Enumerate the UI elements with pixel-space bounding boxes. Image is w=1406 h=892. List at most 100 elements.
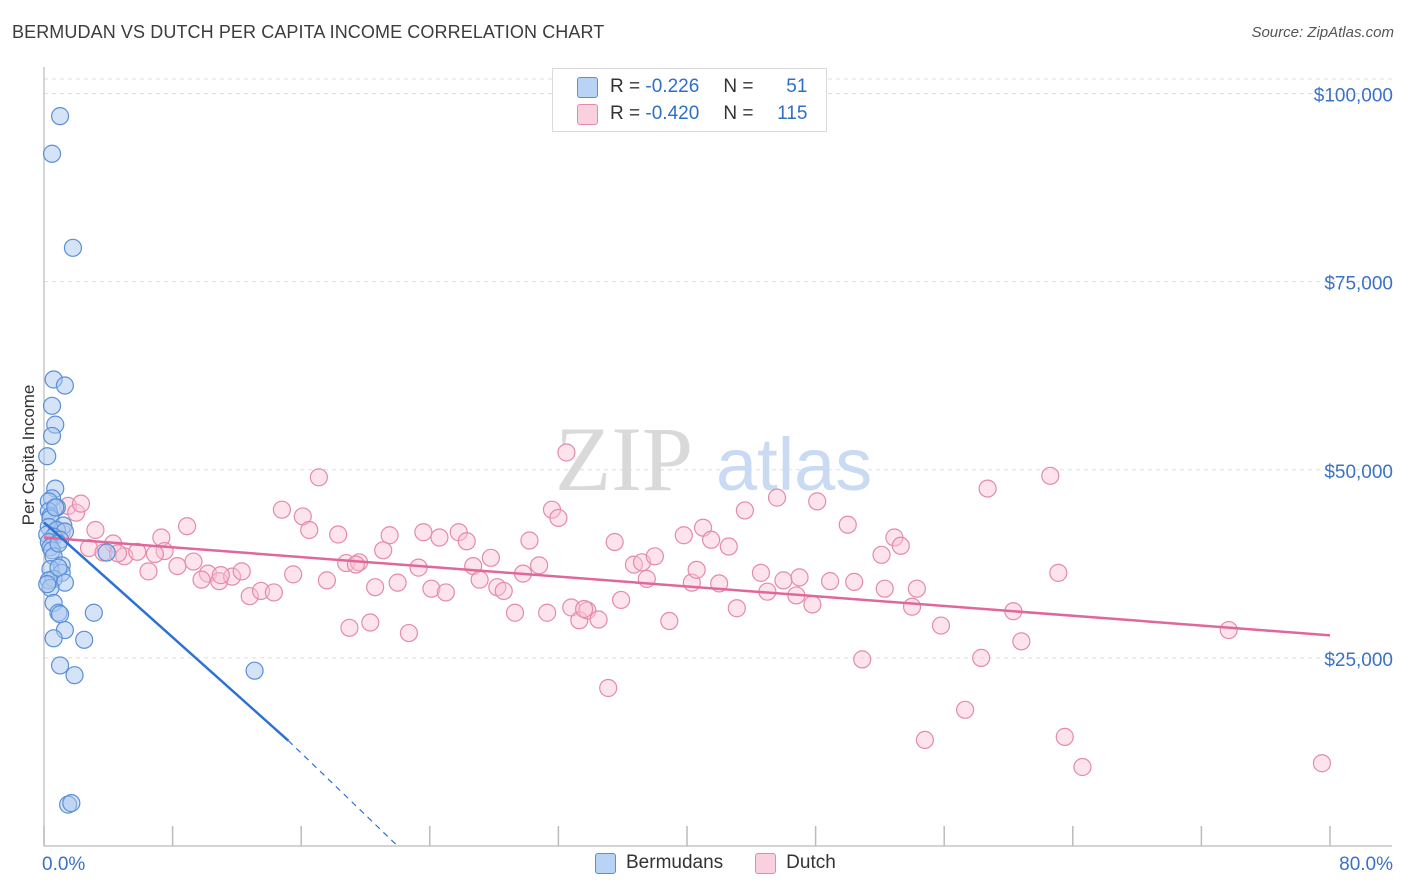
legend-row-dutch: R = -0.420 N = 115 (577, 102, 807, 126)
dutch-point (674, 526, 693, 545)
dutch-point (727, 599, 746, 618)
dutch-point (79, 538, 99, 558)
bermudans-swatch (595, 852, 616, 874)
dutch-point (767, 488, 787, 507)
dutch-point (972, 648, 991, 667)
bermudan-point (97, 543, 116, 562)
dutch-point (284, 565, 303, 584)
dutch-point (751, 563, 771, 582)
dutch-point (177, 517, 197, 536)
dutch-point (184, 552, 203, 571)
dutch-point (907, 579, 926, 598)
bermudan-point (63, 238, 83, 257)
legend-r-value: -0.420 (645, 103, 700, 124)
bermudan-point (42, 426, 62, 446)
dutch-point (891, 536, 910, 555)
bermudan-point (62, 794, 81, 813)
bermudan-point (50, 656, 70, 675)
dutch-point (232, 562, 251, 581)
legend-r-label: R = (610, 76, 641, 97)
dutch-point (374, 541, 393, 560)
dutch-point (1055, 727, 1074, 746)
dutch-point (645, 547, 664, 566)
dutch-point (611, 590, 631, 610)
dutch-point (902, 597, 922, 616)
legend-r-label: R = (610, 103, 641, 124)
dutch-point (808, 492, 827, 511)
dutch-point (494, 581, 513, 601)
dutch-point (71, 494, 91, 513)
dutch-point (436, 583, 455, 602)
source-credit: Source: ZipAtlas.com (1251, 24, 1394, 41)
dutch-swatch (755, 852, 777, 874)
dutch-point (272, 500, 292, 519)
dutch-point (853, 650, 872, 669)
dutch-point (735, 501, 754, 520)
dutch-point (978, 479, 997, 498)
dutch-point (803, 595, 822, 614)
dutch-point (549, 508, 568, 528)
dutch-point (388, 573, 407, 592)
dutch-point (422, 579, 441, 598)
bermudan-point (38, 447, 57, 466)
dutch-point (300, 520, 319, 540)
legend-n-label: N = (723, 76, 754, 97)
bermudan-point (50, 107, 70, 126)
bermudan-point (42, 396, 62, 415)
stats-legend: R = -0.226 N = 51 R = -0.420 N = 115 (552, 68, 827, 132)
bermudan-point (44, 629, 63, 648)
legend-r-value: -0.226 (645, 76, 700, 97)
dutch-point (414, 523, 433, 542)
x-tick-label: 80.0% (1339, 854, 1393, 875)
bermudan-point (75, 630, 94, 649)
bermudan-point (55, 376, 74, 395)
dutch-point (575, 599, 594, 619)
dutch-point (240, 587, 259, 606)
dutch-point (145, 544, 165, 564)
bermudan-point (245, 661, 264, 680)
dutch-point (589, 610, 608, 629)
bermudans-trend-line (43, 521, 290, 742)
legend-n-label: N = (723, 103, 754, 124)
bermudan-point (50, 605, 70, 624)
dutch-point (67, 503, 86, 522)
dutch-point (915, 730, 935, 750)
dutch-point (1049, 563, 1068, 582)
dutch-point (719, 537, 738, 556)
legend-row-bermudans: R = -0.226 N = 51 (577, 75, 807, 99)
dutch-point (192, 570, 211, 589)
bermudan-point (84, 603, 103, 622)
dutch-point (1312, 754, 1332, 773)
dutch-point (346, 555, 365, 574)
legend-n-value: 51 (786, 76, 808, 97)
bermudans-points (38, 107, 264, 814)
tick-labels: $25,000 $50,000 $75,000 $100,000 0.0% 80.0% (42, 86, 1393, 875)
bermudan-point (38, 575, 57, 594)
bermudan-point (46, 498, 65, 517)
dutch-point (872, 545, 891, 564)
dutch-point (1073, 757, 1092, 777)
dutch-point (538, 603, 557, 622)
dutch-point (457, 532, 476, 551)
dutch-point (660, 611, 679, 631)
y-axis-label: Per Capita Income (19, 384, 38, 526)
legend-item-dutch: Dutch (755, 852, 836, 874)
dutch-point (557, 443, 576, 462)
dutch-point (1041, 466, 1060, 485)
dutch-point (340, 618, 359, 637)
dutch-point (399, 623, 419, 643)
dutch-point (317, 571, 337, 590)
dutch-point (128, 542, 147, 561)
dutch-point (168, 556, 187, 576)
dutch-point (687, 560, 706, 579)
dutch-point (599, 678, 618, 698)
bermudans-trend-extension (287, 740, 399, 847)
dutch-point (264, 583, 283, 602)
bermudans-swatch (577, 76, 598, 98)
dutch-point (380, 526, 399, 545)
dutch-point (845, 572, 864, 591)
dutch-point (530, 556, 549, 575)
dutch-points (52, 443, 1332, 777)
dutch-point (820, 572, 840, 591)
dutch-point (875, 579, 894, 598)
